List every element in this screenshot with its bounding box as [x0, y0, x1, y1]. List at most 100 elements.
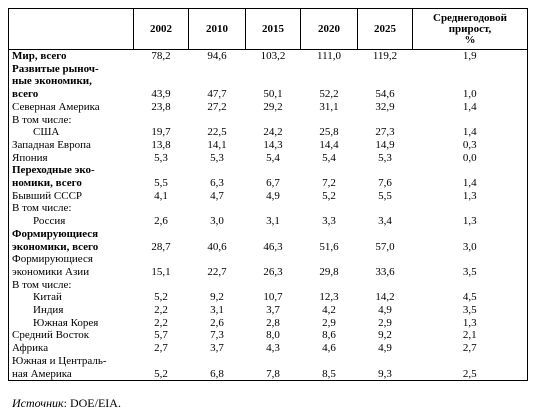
- value-cell: 29,8: [319, 265, 339, 278]
- header-cell: 2010: [188, 8, 246, 50]
- value-cell: 103,2: [260, 50, 286, 62]
- header-cell: 2015: [245, 8, 301, 50]
- row-label: Западная Европа: [12, 138, 91, 151]
- value-cell: 22,7: [207, 265, 227, 278]
- value-cell: [134, 202, 189, 215]
- value-cell: 3,1: [266, 215, 280, 228]
- row-label: Переходные эко- номики, всего: [12, 164, 95, 190]
- value-cell: [134, 114, 189, 127]
- value-cell: 3,5: [462, 265, 477, 278]
- table-row: В том числе:: [9, 279, 528, 292]
- value-cell: 3,0: [210, 215, 224, 228]
- value-cell: 31,1: [319, 100, 339, 113]
- row-label: Россия: [33, 215, 66, 228]
- table-body: Мир, всего 78,2 94,6 103,2 111,0 119,2 1,9 Разв…: [9, 50, 528, 381]
- value-cell: 2,6: [210, 316, 224, 329]
- value-cell: 2,2: [154, 304, 168, 317]
- table-row: Южная и Централь- ная Америка 5,2 6,8 7,8 8,…: [9, 355, 528, 381]
- value-cell: 2,7: [154, 342, 168, 355]
- value-cell: [413, 202, 528, 215]
- value-cell: 4,3: [266, 342, 280, 355]
- table-wrap: 2002 2010 2015 2020 2025 Среднегодовой прирос…: [8, 8, 528, 382]
- value-cell: 9,2: [210, 291, 224, 304]
- value-cell: 5,5: [154, 177, 168, 190]
- value-cell: [189, 114, 246, 127]
- value-cell: 4,2: [322, 304, 336, 317]
- value-cell: [189, 279, 246, 292]
- value-cell: 5,2: [154, 367, 168, 380]
- value-cell: 9,3: [378, 367, 392, 380]
- value-cell: 52,2: [319, 88, 339, 101]
- value-cell: 50,1: [263, 88, 283, 101]
- row-label: В том числе:: [12, 113, 72, 126]
- value-cell: [246, 114, 301, 127]
- value-cell: 2,6: [154, 215, 168, 228]
- row-label: Япония: [12, 151, 48, 164]
- value-cell: 0,0: [462, 151, 477, 164]
- row-label: США: [33, 126, 60, 139]
- row-label: Индия: [33, 304, 64, 317]
- row-label: Развитые рыноч- ные экономики, всего: [12, 62, 99, 101]
- value-cell: 6,7: [266, 177, 280, 190]
- value-cell: 28,7: [151, 240, 171, 253]
- row-label: Южная Корея: [33, 316, 99, 329]
- value-cell: 22,5: [207, 126, 227, 139]
- value-cell: 19,7: [151, 126, 171, 139]
- row-label: Южная и Централь- ная Америка: [12, 354, 107, 380]
- value-cell: 29,2: [263, 100, 283, 113]
- row-label: Средний Восток: [12, 329, 90, 342]
- value-cell: [134, 279, 189, 292]
- value-cell: 2,9: [378, 316, 392, 329]
- value-cell: [358, 279, 413, 292]
- header-cell: 2020: [300, 8, 358, 50]
- value-cell: 1,3: [462, 215, 477, 228]
- value-cell: 14,1: [207, 138, 227, 151]
- value-cell: 27,2: [207, 100, 227, 113]
- value-cell: 4,9: [266, 189, 280, 202]
- value-cell: 1,4: [462, 177, 477, 190]
- value-cell: 14,3: [263, 138, 283, 151]
- row-label: Бывший СССР: [12, 189, 83, 202]
- value-cell: 7,3: [210, 329, 224, 342]
- value-cell: 6,8: [210, 367, 224, 380]
- table-row: Россия 2,6 3,0 3,1 3,3 3,4 1,3: [9, 215, 528, 228]
- value-cell: 4,1: [154, 189, 168, 202]
- value-cell: 33,6: [375, 265, 395, 278]
- value-cell: 5,4: [322, 151, 336, 164]
- row-label: Мир, всего: [12, 50, 67, 62]
- row-label: Китай: [33, 291, 62, 304]
- value-cell: 14,4: [319, 138, 339, 151]
- value-cell: [358, 114, 413, 127]
- table-row: Мир, всего 78,2 94,6 103,2 111,0 119,2 1,9: [9, 50, 528, 63]
- value-cell: 0,3: [462, 138, 477, 151]
- value-cell: 2,7: [462, 342, 477, 355]
- data-table: 2002 2010 2015 2020 2025 Среднегодовой прирос…: [8, 8, 528, 382]
- value-cell: 25,8: [319, 126, 339, 139]
- value-cell: 2,1: [462, 329, 477, 342]
- table-row: Южная Корея 2,2 2,6 2,8 2,9 2,9 1,3: [9, 317, 528, 330]
- value-cell: [246, 279, 301, 292]
- value-cell: 27,3: [375, 126, 395, 139]
- value-cell: 26,3: [263, 265, 283, 278]
- row-label: Африка: [12, 342, 49, 355]
- value-cell: 4,5: [462, 291, 477, 304]
- value-cell: 4,9: [378, 304, 392, 317]
- value-cell: 3,0: [462, 240, 477, 253]
- value-cell: 8,5: [322, 367, 336, 380]
- value-cell: [301, 279, 358, 292]
- value-cell: 5,3: [154, 151, 168, 164]
- row-label: Северная Америка: [12, 100, 100, 113]
- value-cell: 43,9: [151, 88, 171, 101]
- value-cell: 3,7: [266, 304, 280, 317]
- value-cell: 32,9: [375, 100, 395, 113]
- header-row: 2002 2010 2015 2020 2025 Среднегодовой прирос…: [8, 8, 528, 50]
- row-label: В том числе:: [12, 278, 72, 291]
- value-cell: 1,3: [462, 189, 477, 202]
- value-cell: 47,7: [207, 88, 227, 101]
- table-row: Бывший СССР 4,1 4,7 4,9 5,2 5,5 1,3: [9, 190, 528, 203]
- value-cell: [358, 202, 413, 215]
- value-cell: 6,3: [210, 177, 224, 190]
- table-row: Формирующиеся экономики Азии 15,1 22,7 26,3…: [9, 253, 528, 278]
- value-cell: [189, 202, 246, 215]
- value-cell: [301, 202, 358, 215]
